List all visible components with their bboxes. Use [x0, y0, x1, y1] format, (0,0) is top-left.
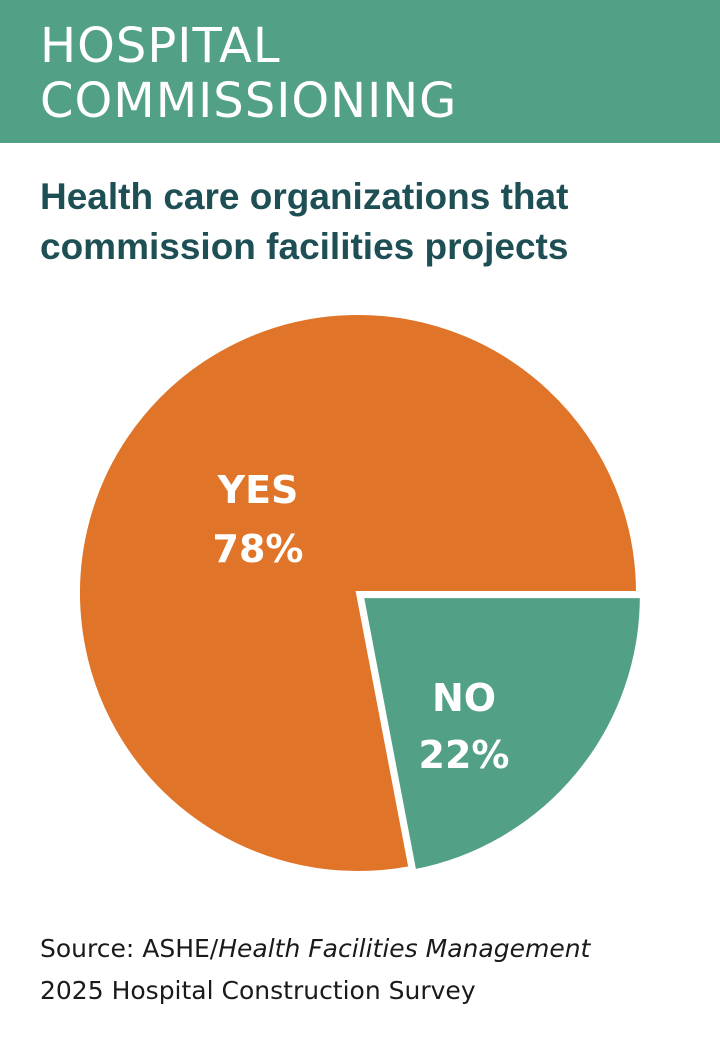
pie-slice-no: [359, 594, 644, 874]
banner-title-line-2: COMMISSIONING: [40, 73, 458, 129]
pie-slice-yes: [76, 311, 641, 875]
slice-value-no: 22%: [419, 733, 510, 777]
source-publication: Health Facilities Management: [218, 934, 591, 963]
header-banner: HOSPITAL COMMISSIONING: [0, 0, 720, 143]
slice-label-no: NO: [432, 676, 496, 720]
source-prefix: Source: ASHE/: [40, 934, 219, 963]
source-line-2: 2025 Hospital Construction Survey: [40, 976, 476, 1005]
chart-subtitle: Health care organizations that commissio…: [40, 176, 569, 267]
banner-title-line-1: HOSPITAL: [40, 18, 281, 74]
slice-value-yes: 78%: [213, 527, 304, 571]
source-note: Source: ASHE/Health Facilities Managemen…: [40, 928, 710, 1012]
slice-label-yes: YES: [217, 468, 299, 512]
